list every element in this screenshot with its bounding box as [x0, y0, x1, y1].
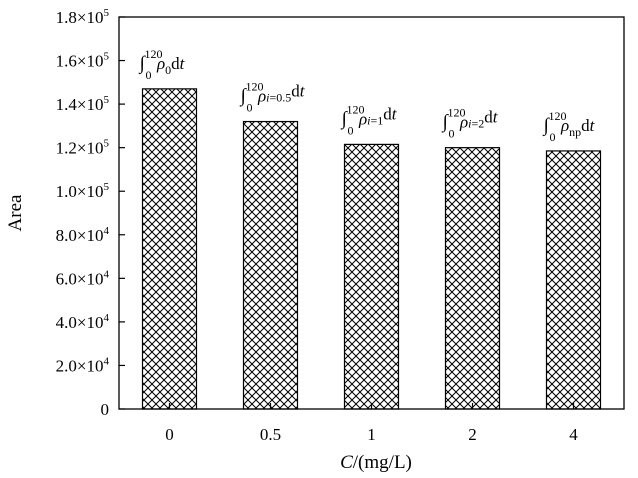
integral-upper-limit: 120 — [448, 106, 466, 120]
bar — [444, 147, 501, 410]
integral-expression: ∫ ρi=0.5dt — [240, 82, 306, 108]
x-axis-label: C/(mg/L) — [340, 452, 412, 473]
x-tick-label: 4 — [569, 425, 578, 444]
x-axis: 0 0.5 1 2 4 — [165, 403, 578, 444]
integral-lower-limit: 0 — [449, 127, 455, 141]
integral-lower-limit: 0 — [146, 68, 152, 82]
x-axis-label-rest: /(mg/L) — [353, 452, 412, 473]
bar — [141, 88, 198, 410]
integral-upper-limit: 120 — [145, 47, 163, 61]
x-tick-label: 0.5 — [260, 425, 281, 444]
integral-lower-limit: 0 — [348, 123, 354, 137]
integral-upper-limit: 120 — [246, 80, 264, 94]
integral-annotation: 120 0∫ ρnpdt — [543, 109, 596, 144]
integral-upper-limit: 120 — [549, 109, 567, 123]
bar — [242, 120, 299, 410]
y-axis: 0 2.0×104 4.0×104 6.0×104 8.0×104 1.0×105 1.2×… — [56, 7, 125, 419]
bars-group — [141, 88, 602, 410]
y-tick-label: 2.0×104 — [56, 355, 110, 375]
y-tick-label: 8.0×104 — [56, 225, 110, 245]
x-tick-label: 0 — [165, 425, 174, 444]
y-tick-label: 0 — [101, 400, 110, 419]
x-tick-label: 1 — [367, 425, 376, 444]
x-axis-label-italic: C — [340, 452, 353, 473]
integral-expression: ∫ ρ0dt — [139, 53, 186, 77]
integral-expression: ∫ ρi=2dt — [442, 108, 499, 134]
integral-expression: ∫ ρi=1dt — [341, 104, 398, 130]
y-tick-label: 1.8×105 — [56, 7, 110, 27]
y-tick-label: 1.6×105 — [56, 51, 110, 71]
bar — [343, 143, 400, 410]
integral-lower-limit: 0 — [550, 130, 556, 144]
integral-lower-limit: 0 — [247, 101, 253, 115]
integral-annotation: 120 0∫ ρ0dt — [139, 47, 186, 82]
bar — [545, 150, 602, 410]
y-tick-label: 6.0×104 — [56, 268, 110, 288]
integral-expression: ∫ ρnpdt — [543, 115, 596, 139]
integral-annotation: 120 0∫ ρi=1dt — [341, 102, 398, 137]
x-tick-label: 2 — [468, 425, 477, 444]
y-tick-label: 1.0×105 — [56, 181, 110, 201]
integral-annotation: 120 0∫ ρi=0.5dt — [240, 80, 306, 115]
integral-annotation: 120 0∫ ρi=2dt — [442, 106, 499, 141]
y-tick-label: 1.4×105 — [56, 94, 110, 114]
integral-upper-limit: 120 — [347, 102, 365, 116]
y-tick-label: 4.0×104 — [56, 312, 110, 332]
y-axis-label: Area — [5, 194, 26, 231]
y-tick-label: 1.2×105 — [56, 138, 110, 158]
